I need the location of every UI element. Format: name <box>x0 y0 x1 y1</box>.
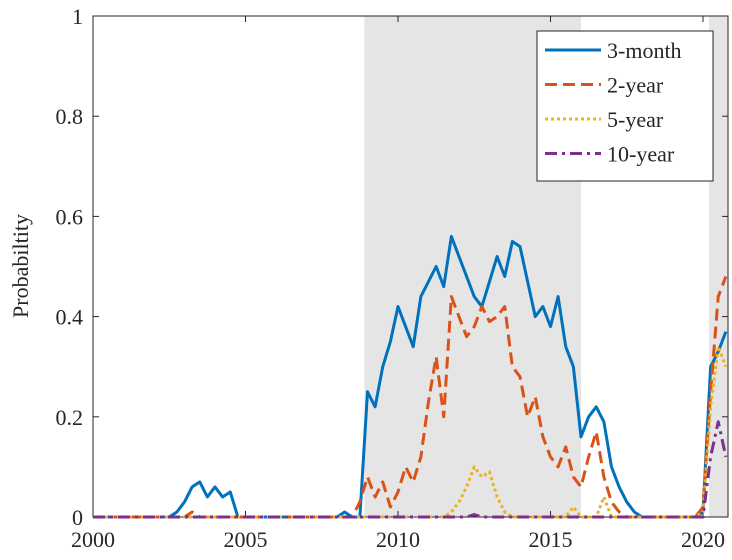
x-tick-label: 2020 <box>681 527 725 552</box>
y-tick-label: 0.8 <box>56 104 84 129</box>
y-axis-label: Probabiltity <box>8 214 33 318</box>
y-tick-label: 0.4 <box>56 305 84 330</box>
x-tick-label: 2015 <box>528 527 572 552</box>
x-tick-label: 2010 <box>376 527 420 552</box>
series-line <box>93 234 728 519</box>
legend-label: 2-year <box>607 73 664 98</box>
y-tick-label: 0.2 <box>56 405 84 430</box>
legend-label: 5-year <box>607 107 664 132</box>
y-tick-label: 0 <box>72 505 83 530</box>
x-tick-label: 2000 <box>71 527 115 552</box>
legend-box <box>536 30 714 182</box>
series-line <box>93 420 728 519</box>
legend-label: 3-month <box>607 38 682 63</box>
y-tick-label: 1 <box>72 4 83 29</box>
legend-label: 10-year <box>607 142 675 167</box>
y-tick-label: 0.6 <box>56 204 84 229</box>
x-tick-label: 2005 <box>223 527 267 552</box>
